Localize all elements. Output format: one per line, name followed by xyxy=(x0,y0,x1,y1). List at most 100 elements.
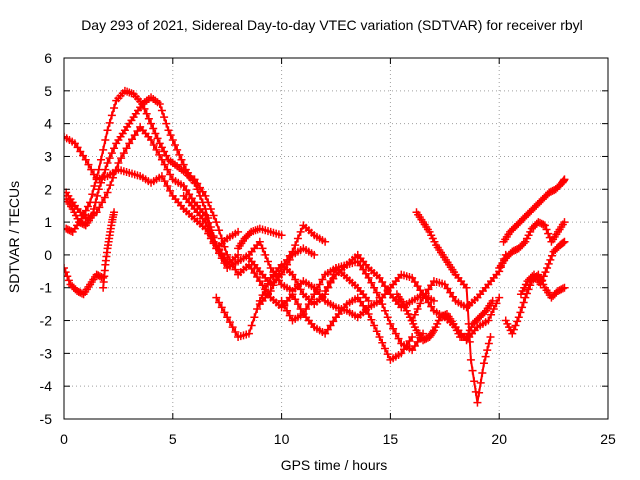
data-point-marker xyxy=(152,145,161,154)
data-point-marker xyxy=(542,225,551,234)
y-tick-label: -2 xyxy=(40,313,53,329)
data-point-marker xyxy=(255,237,264,246)
data-point-marker xyxy=(448,292,457,301)
data-point-marker xyxy=(413,305,422,314)
data-point-marker xyxy=(151,129,160,138)
data-point-marker xyxy=(380,344,389,353)
data-point-marker xyxy=(372,327,381,336)
data-point-marker xyxy=(302,305,311,314)
data-series xyxy=(64,86,569,407)
data-series-group xyxy=(64,264,108,299)
data-point-marker xyxy=(488,296,497,305)
data-point-marker xyxy=(558,284,567,293)
data-point-marker xyxy=(244,329,253,338)
data-point-marker xyxy=(408,273,417,282)
data-point-marker xyxy=(427,302,436,311)
data-point-marker xyxy=(133,127,142,136)
data-point-marker xyxy=(206,204,215,213)
data-point-marker xyxy=(370,321,379,330)
data-point-marker xyxy=(361,305,370,314)
data-point-marker xyxy=(110,104,119,113)
data-point-marker xyxy=(86,198,95,207)
data-point-marker xyxy=(168,136,177,145)
data-point-marker xyxy=(166,170,175,179)
data-point-marker xyxy=(383,286,392,295)
data-point-marker xyxy=(463,301,472,310)
data-point-marker xyxy=(283,255,292,264)
data-point-marker xyxy=(81,206,90,215)
data-point-marker xyxy=(323,325,332,334)
data-point-marker xyxy=(64,268,70,277)
data-point-marker xyxy=(212,293,221,302)
data-point-marker xyxy=(157,155,166,164)
data-point-marker xyxy=(217,234,226,243)
data-point-marker xyxy=(231,328,240,337)
data-point-marker xyxy=(70,139,79,148)
data-point-marker xyxy=(560,218,569,227)
data-point-marker xyxy=(217,303,226,312)
data-point-marker xyxy=(79,151,88,160)
data-point-marker xyxy=(83,202,92,211)
data-point-marker xyxy=(521,293,530,302)
data-point-marker xyxy=(99,145,108,154)
data-point-marker xyxy=(76,147,85,156)
data-point-marker xyxy=(480,308,489,317)
data-point-marker xyxy=(475,388,484,397)
data-point-marker xyxy=(220,308,229,317)
data-point-marker xyxy=(140,104,149,113)
data-point-marker xyxy=(484,339,493,348)
data-point-marker xyxy=(103,188,112,197)
data-point-marker xyxy=(93,191,102,200)
data-point-marker xyxy=(88,190,97,199)
data-point-marker xyxy=(516,308,525,317)
data-point-marker xyxy=(144,114,153,123)
y-tick-label: 5 xyxy=(44,83,52,99)
data-point-marker xyxy=(364,273,373,282)
data-point-marker xyxy=(147,119,156,128)
data-point-marker xyxy=(479,359,488,368)
data-point-marker xyxy=(296,285,305,294)
data-point-marker xyxy=(187,194,196,203)
data-point-marker xyxy=(522,289,531,298)
data-point-marker xyxy=(468,366,477,375)
data-point-marker xyxy=(122,144,131,153)
data-point-marker xyxy=(128,135,136,144)
data-point-marker xyxy=(277,231,286,240)
data-point-marker xyxy=(291,241,300,250)
data-point-marker xyxy=(234,227,243,236)
data-point-marker xyxy=(105,118,114,127)
data-series-group xyxy=(408,250,510,325)
data-point-marker xyxy=(177,155,186,164)
x-tick-label: 10 xyxy=(274,431,290,447)
x-axis-title: GPS time / hours xyxy=(281,457,388,473)
data-point-marker xyxy=(560,237,569,246)
data-point-marker xyxy=(495,293,504,302)
data-point-marker xyxy=(546,255,555,264)
data-point-marker xyxy=(473,398,482,407)
data-point-marker xyxy=(277,264,286,273)
data-point-marker xyxy=(261,285,270,294)
data-point-marker xyxy=(536,280,545,289)
data-point-marker xyxy=(511,321,520,330)
data-point-marker xyxy=(416,299,425,308)
data-point-marker xyxy=(280,301,289,310)
data-point-marker xyxy=(92,173,101,182)
data-point-marker xyxy=(201,191,210,200)
data-point-marker xyxy=(107,111,116,120)
data-point-marker xyxy=(372,288,381,297)
data-point-marker xyxy=(119,149,128,158)
data-point-marker xyxy=(253,273,262,282)
data-point-marker xyxy=(164,126,173,135)
data-series-group xyxy=(64,93,199,230)
data-point-marker xyxy=(413,282,422,291)
ticks xyxy=(63,57,609,420)
data-point-marker xyxy=(541,268,550,277)
data-point-marker xyxy=(519,239,528,248)
data-point-marker xyxy=(64,276,73,285)
data-point-marker xyxy=(108,173,117,182)
x-tick-labels: 0 5 10 15 20 25 xyxy=(60,431,616,447)
data-point-marker xyxy=(524,285,533,294)
series-line xyxy=(411,253,507,322)
data-point-marker xyxy=(247,264,256,273)
data-point-marker xyxy=(487,310,496,319)
